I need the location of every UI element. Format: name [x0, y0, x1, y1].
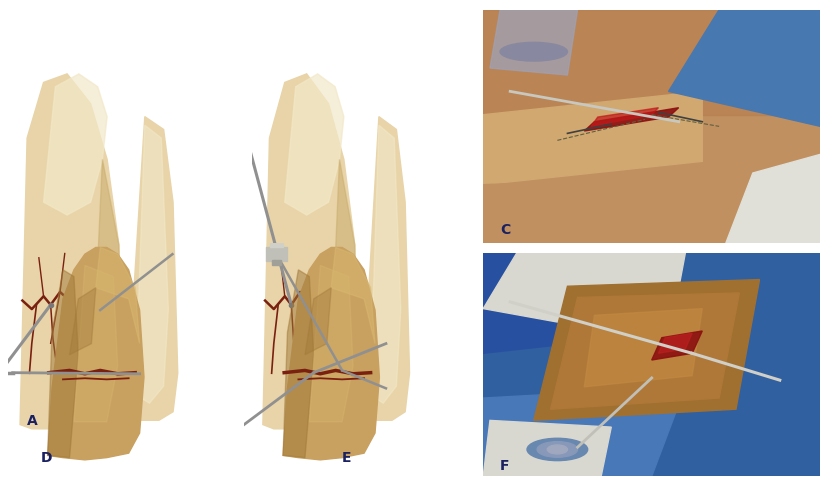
- Text: A: A: [27, 414, 38, 428]
- Polygon shape: [69, 288, 96, 355]
- Polygon shape: [591, 108, 658, 126]
- Polygon shape: [48, 270, 78, 458]
- Polygon shape: [272, 260, 281, 265]
- Polygon shape: [331, 247, 375, 344]
- Polygon shape: [91, 159, 121, 416]
- Polygon shape: [309, 265, 354, 422]
- Polygon shape: [668, 10, 820, 126]
- Polygon shape: [483, 10, 820, 115]
- Polygon shape: [362, 117, 410, 420]
- Polygon shape: [283, 270, 314, 458]
- Polygon shape: [483, 173, 820, 243]
- Polygon shape: [265, 247, 287, 261]
- Polygon shape: [551, 293, 739, 409]
- Polygon shape: [483, 387, 686, 476]
- Polygon shape: [135, 125, 169, 403]
- Polygon shape: [483, 91, 702, 185]
- Polygon shape: [584, 309, 702, 387]
- Ellipse shape: [527, 438, 587, 461]
- Text: E: E: [342, 451, 352, 465]
- Ellipse shape: [548, 445, 567, 454]
- Polygon shape: [534, 279, 760, 420]
- Polygon shape: [48, 247, 144, 460]
- Polygon shape: [370, 125, 401, 403]
- Polygon shape: [483, 253, 618, 353]
- Text: B: B: [329, 414, 339, 428]
- Polygon shape: [329, 159, 357, 416]
- Polygon shape: [126, 117, 178, 420]
- Polygon shape: [483, 253, 686, 342]
- Polygon shape: [490, 10, 577, 75]
- Ellipse shape: [500, 42, 567, 61]
- Text: F: F: [500, 459, 510, 472]
- Polygon shape: [283, 247, 379, 460]
- Ellipse shape: [537, 442, 577, 457]
- Polygon shape: [96, 247, 140, 344]
- Polygon shape: [263, 74, 357, 429]
- Polygon shape: [658, 333, 692, 353]
- Polygon shape: [726, 155, 820, 243]
- Polygon shape: [483, 420, 611, 476]
- Polygon shape: [74, 265, 118, 422]
- Polygon shape: [652, 331, 702, 360]
- Polygon shape: [44, 74, 107, 215]
- Polygon shape: [285, 74, 344, 215]
- Polygon shape: [305, 288, 331, 355]
- Polygon shape: [584, 108, 679, 131]
- Text: D: D: [41, 451, 53, 465]
- Text: C: C: [500, 223, 510, 237]
- Polygon shape: [20, 74, 121, 429]
- Polygon shape: [270, 241, 283, 247]
